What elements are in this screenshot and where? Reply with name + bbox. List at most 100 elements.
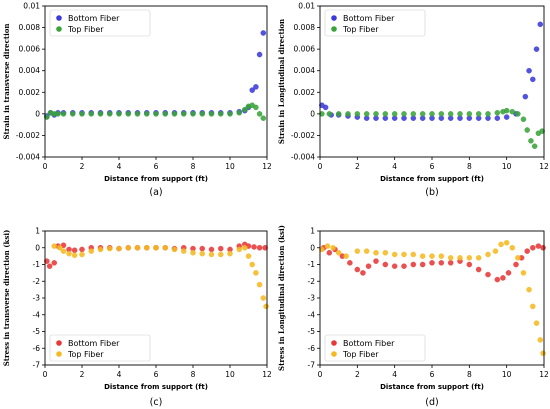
x-tick-label: 10 bbox=[502, 162, 512, 171]
data-point-top-fiber bbox=[485, 111, 491, 117]
data-point-bottom-fiber bbox=[500, 275, 506, 281]
data-point-bottom-fiber bbox=[438, 260, 445, 266]
y-axis-label: Stress in Longitudinal direction (ksi) bbox=[277, 225, 286, 371]
data-point-top-fiber bbox=[190, 250, 196, 256]
y-tick-label: 0.004 bbox=[294, 66, 316, 75]
data-point-top-fiber bbox=[419, 111, 426, 117]
y-tick-label: -3 bbox=[33, 294, 41, 303]
data-point-top-fiber bbox=[79, 251, 85, 258]
x-tick-label: 6 bbox=[154, 162, 159, 171]
data-point-top-fiber bbox=[515, 255, 521, 261]
data-point-top-fiber bbox=[429, 253, 435, 259]
y-tick-label: 0 bbox=[310, 109, 315, 118]
data-point-bottom-fiber bbox=[494, 115, 501, 121]
data-point-top-fiber bbox=[466, 255, 473, 261]
data-point-top-fiber bbox=[227, 250, 233, 257]
chart-panel-1: 0 2 4 6 8 10 12 -0.004 -0.002 0 0.002 0.004 0.006 0.0… bbox=[2, 2, 272, 199]
data-point-top-fiber bbox=[180, 248, 187, 254]
data-point-top-fiber bbox=[391, 111, 398, 117]
panel-caption: (b) bbox=[425, 187, 438, 198]
x-tick-label: 2 bbox=[80, 370, 85, 379]
data-point-top-fiber bbox=[217, 251, 224, 258]
y-tick-label: 0.01 bbox=[298, 2, 315, 11]
data-point-top-fiber bbox=[253, 104, 259, 111]
data-point-bottom-fiber bbox=[475, 266, 482, 273]
data-point-top-fiber bbox=[134, 111, 141, 117]
data-point-top-fiber bbox=[44, 114, 50, 120]
legend-label: Bottom Fiber bbox=[68, 339, 120, 348]
legend-box bbox=[324, 334, 426, 362]
legend-box bbox=[49, 334, 151, 362]
data-point-top-fiber bbox=[171, 111, 178, 117]
legend-marker bbox=[331, 351, 337, 357]
y-axis-label: Stress in transverse direction (ksi) bbox=[2, 230, 11, 367]
x-tick-label: 2 bbox=[355, 162, 360, 171]
data-point-bottom-fiber bbox=[256, 244, 263, 251]
data-point-bottom-fiber bbox=[447, 260, 454, 266]
data-point-bottom-fiber bbox=[262, 244, 268, 251]
data-point-bottom-fiber bbox=[535, 243, 542, 249]
legend-marker bbox=[331, 15, 337, 21]
data-point-top-fiber bbox=[438, 111, 445, 117]
data-point-bottom-fiber bbox=[260, 30, 267, 36]
data-point-bottom-fiber bbox=[524, 248, 530, 254]
x-tick-label: 8 bbox=[191, 370, 196, 379]
data-point-top-fiber bbox=[382, 250, 389, 256]
x-tick-label: 2 bbox=[80, 162, 85, 171]
data-point-bottom-fiber bbox=[494, 276, 501, 283]
x-tick-label: 0 bbox=[43, 162, 48, 171]
data-point-top-fiber bbox=[208, 251, 215, 258]
data-point-top-fiber bbox=[256, 111, 263, 117]
data-point-top-fiber bbox=[335, 250, 342, 256]
data-point-top-fiber bbox=[88, 111, 95, 117]
x-tick-label: 10 bbox=[225, 370, 235, 379]
y-tick-label: 0 bbox=[35, 109, 40, 118]
data-point-top-fiber bbox=[343, 253, 349, 259]
data-point-bottom-fiber bbox=[373, 258, 379, 264]
data-point-top-fiber bbox=[97, 111, 104, 117]
data-point-top-fiber bbox=[199, 250, 205, 257]
data-point-top-fiber bbox=[530, 303, 536, 310]
legend-marker bbox=[56, 26, 62, 32]
x-tick-label: 10 bbox=[225, 162, 235, 171]
x-tick-label: 10 bbox=[502, 370, 512, 379]
data-point-top-fiber bbox=[263, 303, 269, 310]
data-point-top-fiber bbox=[55, 111, 61, 117]
data-point-top-fiber bbox=[533, 320, 540, 326]
x-axis-label: Distance from support (ft) bbox=[380, 175, 484, 183]
data-point-top-fiber bbox=[475, 111, 482, 117]
data-point-top-fiber bbox=[199, 111, 205, 117]
y-tick-label: -5 bbox=[308, 327, 316, 336]
y-tick-label: -3 bbox=[308, 294, 316, 303]
data-point-bottom-fiber bbox=[251, 244, 257, 250]
data-point-top-fiber bbox=[335, 111, 342, 117]
data-point-top-fiber bbox=[125, 111, 132, 117]
y-axis-label: Strain in transverse direction bbox=[2, 23, 11, 139]
data-point-top-fiber bbox=[410, 111, 417, 117]
data-point-top-fiber bbox=[88, 248, 95, 254]
legend-marker bbox=[56, 340, 62, 346]
data-point-top-fiber bbox=[162, 111, 168, 117]
data-point-top-fiber bbox=[242, 106, 248, 113]
legend-label: Top Fiber bbox=[342, 350, 379, 359]
data-point-top-fiber bbox=[391, 251, 398, 258]
data-point-top-fiber bbox=[153, 111, 159, 117]
y-axis-label: Strain in Longitudinal direction bbox=[277, 19, 286, 144]
data-point-bottom-fiber bbox=[419, 261, 426, 268]
y-tick-label: -6 bbox=[308, 344, 316, 353]
data-point-top-fiber bbox=[97, 246, 104, 253]
data-point-bottom-fiber bbox=[71, 247, 78, 254]
data-point-top-fiber bbox=[515, 111, 521, 117]
data-point-top-fiber bbox=[190, 111, 196, 117]
data-point-top-fiber bbox=[116, 245, 122, 252]
legend-label: Bottom Fiber bbox=[68, 14, 120, 23]
plot-frame bbox=[44, 5, 268, 158]
x-tick-label: 12 bbox=[539, 162, 549, 171]
x-tick-label: 2 bbox=[355, 370, 360, 379]
data-point-top-fiber bbox=[494, 110, 501, 116]
data-point-top-fiber bbox=[509, 108, 516, 115]
chart-panel-2: 0 2 4 6 8 10 12 -0.004 -0.002 0 0.002 0.004 0.006 0.0… bbox=[277, 2, 549, 199]
data-point-top-fiber bbox=[447, 111, 454, 117]
y-tick-label: -6 bbox=[33, 344, 41, 353]
data-point-top-fiber bbox=[539, 128, 545, 134]
